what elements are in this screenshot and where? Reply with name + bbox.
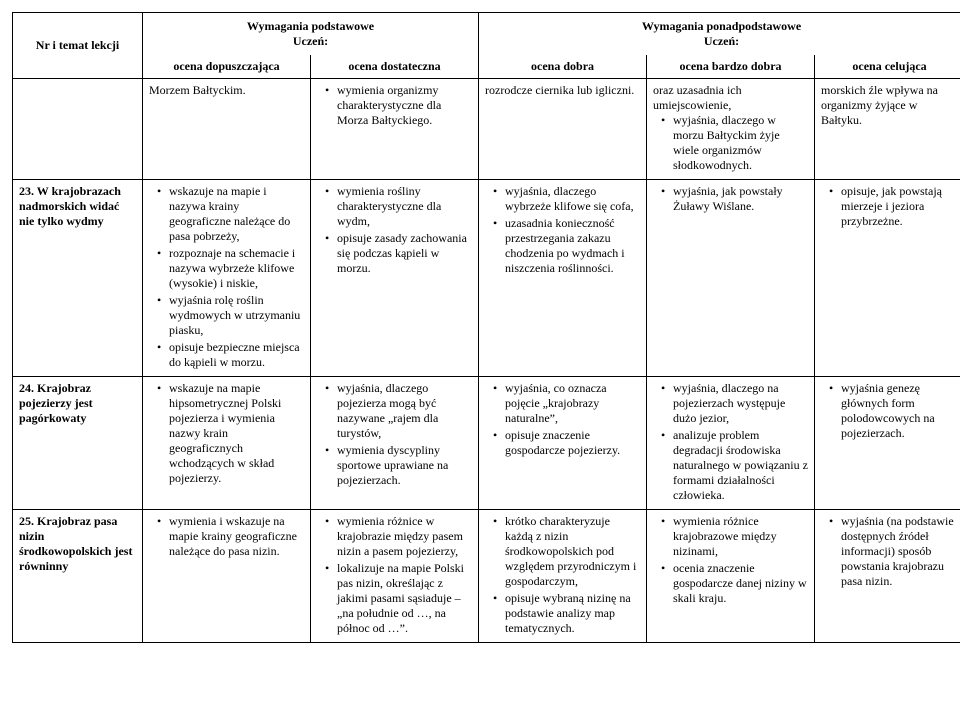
bullet-item: wyjaśnia (na podstawie dostępnych źródeł… bbox=[833, 514, 958, 589]
bullet-item: ocenia znaczenie gospodarcze danej nizin… bbox=[665, 561, 808, 606]
bullet-item: wskazuje na mapie i nazywa krainy geogra… bbox=[161, 184, 304, 244]
bullet-list: wyjaśnia, co oznacza pojęcie „krajobrazy… bbox=[485, 381, 640, 458]
bullet-list: wyjaśnia, dlaczego wybrzeże klifowe się … bbox=[485, 184, 640, 276]
plain-text: morskich źle wpływa na organizmy żyjące … bbox=[821, 83, 958, 128]
bullet-item: wskazuje na mapie hipsometrycznej Polski… bbox=[161, 381, 304, 486]
table-row: 24. Krajobraz pojezierzy jest pagórkowat… bbox=[13, 377, 960, 510]
bullet-item: wyjaśnia genezę głównych form polodowcow… bbox=[833, 381, 958, 441]
cell-c3: wyjaśnia, co oznacza pojęcie „krajobrazy… bbox=[479, 377, 647, 510]
plain-text: rozrodcze ciernika lub igliczni. bbox=[485, 83, 640, 98]
header-advanced-title: Wymagania ponadpodstawowe bbox=[642, 19, 801, 33]
bullet-list: wymienia organizmy charakterystyczne dla… bbox=[317, 83, 472, 128]
grade-dobra: ocena dobra bbox=[479, 55, 647, 79]
grade-celujaca: ocena celująca bbox=[815, 55, 960, 79]
bullet-item: wymienia rośliny charakterystyczne dla w… bbox=[329, 184, 472, 229]
plain-text: oraz uzasadnia ich umiejscowienie, bbox=[653, 83, 808, 113]
bullet-list: wymienia różnice w krajobrazie między pa… bbox=[317, 514, 472, 636]
bullet-item: opisuje bezpieczne miejsca do kąpieli w … bbox=[161, 340, 304, 370]
cell-c3: rozrodcze ciernika lub igliczni. bbox=[479, 79, 647, 180]
table-row: Morzem Bałtyckim. wymienia organizmy char… bbox=[13, 79, 960, 180]
cell-c3: krótko charakteryzuje każdą z nizin środ… bbox=[479, 510, 647, 643]
cell-c2: wymienia rośliny charakterystyczne dla w… bbox=[311, 180, 479, 377]
bullet-list: wyjaśnia, dlaczego w morzu Bałtyckim żyj… bbox=[653, 113, 808, 173]
bullet-list: wyjaśnia, jak powstały Żuławy Wiślane. bbox=[653, 184, 808, 214]
table-row: 23. W krajobrazach nadmorskich widać nie… bbox=[13, 180, 960, 377]
header-basic-title: Wymagania podstawowe bbox=[247, 19, 374, 33]
bullet-item: wymienia i wskazuje na mapie krainy geog… bbox=[161, 514, 304, 559]
header-basic-student: Uczeń: bbox=[293, 34, 328, 48]
bullet-item: rozpoznaje na schemacie i nazywa wybrzeż… bbox=[161, 246, 304, 291]
cell-c1: wymienia i wskazuje na mapie krainy geog… bbox=[143, 510, 311, 643]
bullet-list: wyjaśnia, dlaczego pojezierza mogą być n… bbox=[317, 381, 472, 488]
bullet-list: wyjaśnia, dlaczego na pojezierzach wystę… bbox=[653, 381, 808, 503]
cell-c1: Morzem Bałtyckim. bbox=[143, 79, 311, 180]
grade-dostateczna: ocena dostateczna bbox=[311, 55, 479, 79]
header-advanced: Wymagania ponadpodstawowe Uczeń: bbox=[479, 13, 960, 56]
bullet-item: lokalizuje na mapie Polski pas nizin, ok… bbox=[329, 561, 472, 636]
bullet-item: wymienia dyscypliny sportowe uprawiane n… bbox=[329, 443, 472, 488]
bullet-item: wyjaśnia, co oznacza pojęcie „krajobrazy… bbox=[497, 381, 640, 426]
cell-c2: wymienia organizmy charakterystyczne dla… bbox=[311, 79, 479, 180]
topic-cell: 25. Krajobraz pasa nizin środkowopolskic… bbox=[13, 510, 143, 643]
bullet-item: opisuje zasady zachowania się podczas ką… bbox=[329, 231, 472, 276]
bullet-item: wyjaśnia, dlaczego w morzu Bałtyckim żyj… bbox=[665, 113, 808, 173]
plain-text: Morzem Bałtyckim. bbox=[149, 83, 304, 98]
header-topic: Nr i temat lekcji bbox=[13, 13, 143, 79]
bullet-item: wyjaśnia, dlaczego na pojezierzach wystę… bbox=[665, 381, 808, 426]
bullet-item: opisuje, jak powstają mierzeje i jeziora… bbox=[833, 184, 958, 229]
bullet-list: wymienia i wskazuje na mapie krainy geog… bbox=[149, 514, 304, 559]
topic-cell: 24. Krajobraz pojezierzy jest pagórkowat… bbox=[13, 377, 143, 510]
bullet-item: wyjaśnia, dlaczego pojezierza mogą być n… bbox=[329, 381, 472, 441]
grade-bardzo-dobra: ocena bardzo dobra bbox=[647, 55, 815, 79]
bullet-list: wyjaśnia (na podstawie dostępnych źródeł… bbox=[821, 514, 958, 589]
bullet-item: wymienia organizmy charakterystyczne dla… bbox=[329, 83, 472, 128]
bullet-list: krótko charakteryzuje każdą z nizin środ… bbox=[485, 514, 640, 636]
cell-c2: wymienia różnice w krajobrazie między pa… bbox=[311, 510, 479, 643]
cell-c4: wyjaśnia, dlaczego na pojezierzach wystę… bbox=[647, 377, 815, 510]
cell-c2: wyjaśnia, dlaczego pojezierza mogą być n… bbox=[311, 377, 479, 510]
requirements-table: Nr i temat lekcji Wymagania podstawowe U… bbox=[12, 12, 960, 643]
bullet-list: wymienia różnice krajobrazowe między niz… bbox=[653, 514, 808, 606]
cell-c5: morskich źle wpływa na organizmy żyjące … bbox=[815, 79, 960, 180]
bullet-item: wyjaśnia, dlaczego wybrzeże klifowe się … bbox=[497, 184, 640, 214]
topic-cell: 23. W krajobrazach nadmorskich widać nie… bbox=[13, 180, 143, 377]
bullet-list: wymienia rośliny charakterystyczne dla w… bbox=[317, 184, 472, 276]
header-advanced-student: Uczeń: bbox=[704, 34, 739, 48]
bullet-item: wyjaśnia rolę roślin wydmowych w utrzyma… bbox=[161, 293, 304, 338]
cell-c5: wyjaśnia genezę głównych form polodowcow… bbox=[815, 377, 960, 510]
table-row: 25. Krajobraz pasa nizin środkowopolskic… bbox=[13, 510, 960, 643]
cell-c1: wskazuje na mapie i nazywa krainy geogra… bbox=[143, 180, 311, 377]
bullet-item: wymienia różnice krajobrazowe między niz… bbox=[665, 514, 808, 559]
bullet-item: uzasadnia konieczność przestrzegania zak… bbox=[497, 216, 640, 276]
cell-c4: wymienia różnice krajobrazowe między niz… bbox=[647, 510, 815, 643]
header-basic: Wymagania podstawowe Uczeń: bbox=[143, 13, 479, 56]
bullet-item: krótko charakteryzuje każdą z nizin środ… bbox=[497, 514, 640, 589]
topic-cell bbox=[13, 79, 143, 180]
bullet-list: wskazuje na mapie hipsometrycznej Polski… bbox=[149, 381, 304, 486]
cell-c3: wyjaśnia, dlaczego wybrzeże klifowe się … bbox=[479, 180, 647, 377]
bullet-item: wyjaśnia, jak powstały Żuławy Wiślane. bbox=[665, 184, 808, 214]
cell-c1: wskazuje na mapie hipsometrycznej Polski… bbox=[143, 377, 311, 510]
grade-dopuszczajaca: ocena dopuszczająca bbox=[143, 55, 311, 79]
bullet-list: wskazuje na mapie i nazywa krainy geogra… bbox=[149, 184, 304, 370]
bullet-item: analizuje problem degradacji środowiska … bbox=[665, 428, 808, 503]
cell-c5: opisuje, jak powstają mierzeje i jeziora… bbox=[815, 180, 960, 377]
bullet-list: opisuje, jak powstają mierzeje i jeziora… bbox=[821, 184, 958, 229]
bullet-list: wyjaśnia genezę głównych form polodowcow… bbox=[821, 381, 958, 441]
cell-c4: wyjaśnia, jak powstały Żuławy Wiślane. bbox=[647, 180, 815, 377]
bullet-item: wymienia różnice w krajobrazie między pa… bbox=[329, 514, 472, 559]
cell-c5: wyjaśnia (na podstawie dostępnych źródeł… bbox=[815, 510, 960, 643]
bullet-item: opisuje wybraną nizinę na podstawie anal… bbox=[497, 591, 640, 636]
bullet-item: opisuje znaczenie gospodarcze pojezierzy… bbox=[497, 428, 640, 458]
cell-c4: oraz uzasadnia ich umiejscowienie,wyjaśn… bbox=[647, 79, 815, 180]
